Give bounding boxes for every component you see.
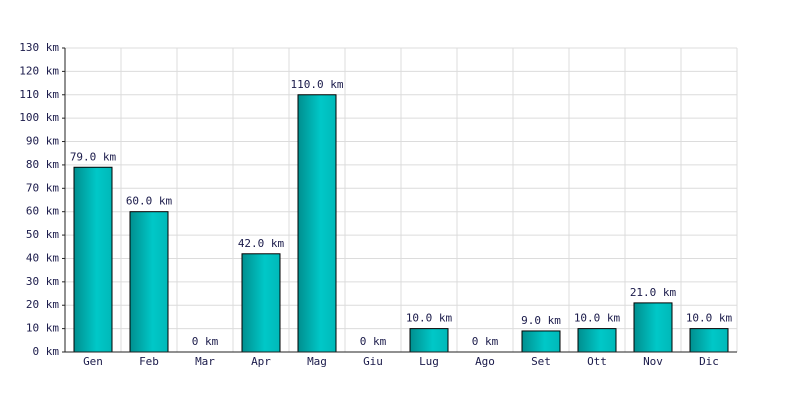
x-tick-label: Mar <box>195 355 215 368</box>
bar <box>577 328 617 353</box>
x-tick-label: Apr <box>251 355 271 368</box>
bar <box>297 94 337 353</box>
bar <box>73 166 113 353</box>
y-tick-label: 80 km <box>26 158 59 171</box>
x-tick-label: Set <box>531 355 551 368</box>
value-label: 10.0 km <box>686 312 733 325</box>
y-tick-label: 110 km <box>19 88 59 101</box>
y-tick-label: 90 km <box>26 135 59 148</box>
x-tick-label: Dic <box>699 355 719 368</box>
value-label: 0 km <box>472 335 499 348</box>
value-label: 9.0 km <box>521 314 561 327</box>
x-tick-label: Nov <box>643 355 663 368</box>
y-tick-label: 70 km <box>26 181 59 194</box>
value-label: 110.0 km <box>291 78 344 91</box>
y-tick-label: 130 km <box>19 41 59 54</box>
bar <box>633 302 673 353</box>
bar <box>241 253 281 353</box>
x-tick-label: Lug <box>419 355 439 368</box>
x-tick-label: Feb <box>139 355 159 368</box>
bar <box>129 211 169 353</box>
x-tick-label: Ott <box>587 355 607 368</box>
bar <box>521 330 561 353</box>
x-tick-label: Ago <box>475 355 495 368</box>
value-label: 42.0 km <box>238 237 285 250</box>
y-tick-label: 50 km <box>26 228 59 241</box>
y-tick-label: 20 km <box>26 298 59 311</box>
value-label: 21.0 km <box>630 286 677 299</box>
value-label: 79.0 km <box>70 150 117 163</box>
value-label: 60.0 km <box>126 195 173 208</box>
bar <box>689 328 729 353</box>
y-tick-label: 30 km <box>26 275 59 288</box>
value-label: 0 km <box>192 335 219 348</box>
bar <box>409 328 449 353</box>
y-tick-label: 0 km <box>33 345 60 358</box>
y-tick-label: 10 km <box>26 322 59 335</box>
value-label: 10.0 km <box>406 312 453 325</box>
value-label: 10.0 km <box>574 312 621 325</box>
x-tick-label: Gen <box>83 355 103 368</box>
x-tick-label: Giu <box>363 355 383 368</box>
y-tick-label: 40 km <box>26 251 59 264</box>
value-label: 0 km <box>360 335 387 348</box>
y-tick-label: 100 km <box>19 111 59 124</box>
y-tick-label: 60 km <box>26 205 59 218</box>
y-tick-label: 120 km <box>19 64 59 77</box>
x-tick-label: Mag <box>307 355 327 368</box>
